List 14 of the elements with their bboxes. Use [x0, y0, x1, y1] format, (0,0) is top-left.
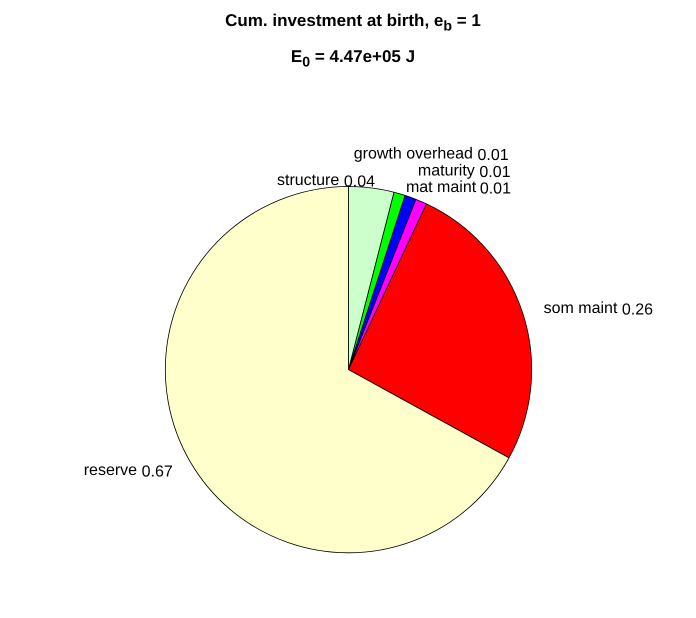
slice-label: structure — [277, 172, 340, 190]
data-label: 0.26 — [622, 301, 654, 318]
slice-label: som maint — [544, 300, 618, 317]
data-label: 0.01 — [480, 180, 512, 198]
chart-subtitle: E$_{0}$ = 4.47e+05 J — [290, 46, 416, 72]
slice-label: reserve — [84, 462, 138, 479]
slice-label: mat maint — [406, 179, 477, 196]
data-label: 0.04 — [344, 174, 376, 191]
slice-label: growth overhead — [354, 146, 473, 163]
data-label: 0.01 — [478, 147, 509, 164]
chart-title: Cum. investment at birth, e$_{b}$ = 1 — [225, 10, 481, 36]
slice-label: maturity — [418, 162, 475, 180]
data-label: 0.67 — [142, 463, 173, 480]
data-label: 0.01 — [479, 164, 511, 181]
